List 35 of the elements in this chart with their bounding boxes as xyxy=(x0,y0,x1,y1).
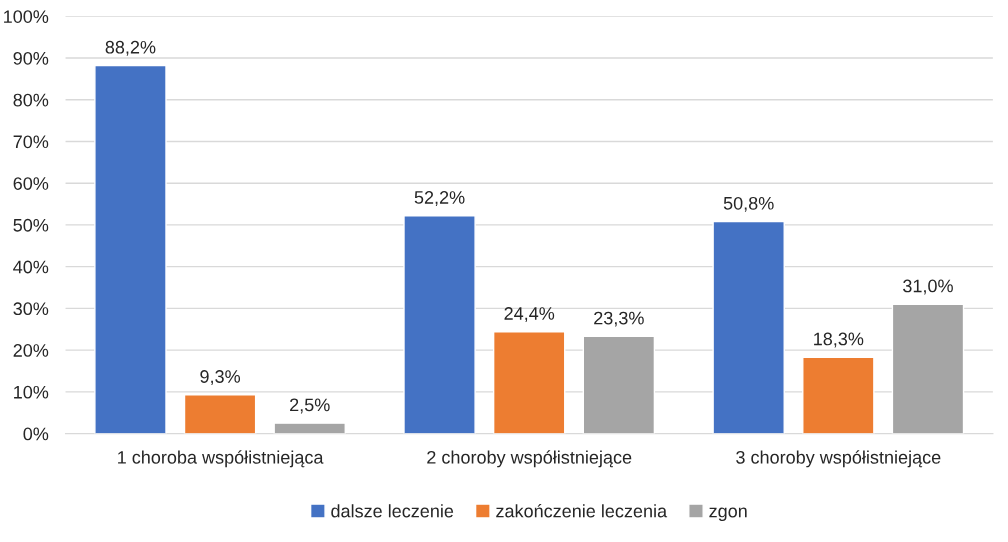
y-tick-label: 80% xyxy=(13,93,49,107)
data-label: 18,3% xyxy=(814,332,864,348)
bar xyxy=(712,220,785,434)
data-label: 50,8% xyxy=(723,196,774,212)
bar xyxy=(183,394,257,434)
data-label: 31,0% xyxy=(903,279,953,295)
bar xyxy=(802,356,875,434)
data-label: 9,3% xyxy=(200,370,241,386)
bar xyxy=(891,303,965,434)
y-tick-label: 90% xyxy=(13,51,49,65)
y-tick-label: 40% xyxy=(13,260,49,274)
x-tick-label: 2 choroby współistniejące xyxy=(427,450,632,468)
x-tick-label: 3 choroby współistniejące xyxy=(736,450,941,468)
bar xyxy=(94,64,167,434)
legend-label: zgon xyxy=(709,507,747,522)
data-label: 52,2% xyxy=(414,191,465,206)
y-tick-label: 70% xyxy=(13,135,49,149)
bar xyxy=(273,422,346,434)
legend-label: zakończenie leczenia xyxy=(496,503,668,518)
y-tick-label: 20% xyxy=(13,344,49,357)
x-tick-label: 1 choroba współistniejąca xyxy=(118,450,324,468)
bar xyxy=(582,335,656,434)
y-tick-label: 100% xyxy=(4,10,49,23)
data-label: 24,4% xyxy=(504,307,555,322)
data-label: 88,2% xyxy=(105,40,156,56)
y-tick-label: 10% xyxy=(14,385,49,399)
data-label: 23,3% xyxy=(594,311,644,327)
bar xyxy=(403,215,476,434)
bar xyxy=(492,331,566,434)
y-tick-label: 0% xyxy=(23,427,49,441)
y-tick-label: 30% xyxy=(13,302,49,316)
legend-label: dalsze leczenie xyxy=(331,504,454,518)
data-label: 2,5% xyxy=(290,398,330,414)
y-tick-label: 50% xyxy=(13,218,49,232)
y-tick-label: 60% xyxy=(13,177,49,190)
